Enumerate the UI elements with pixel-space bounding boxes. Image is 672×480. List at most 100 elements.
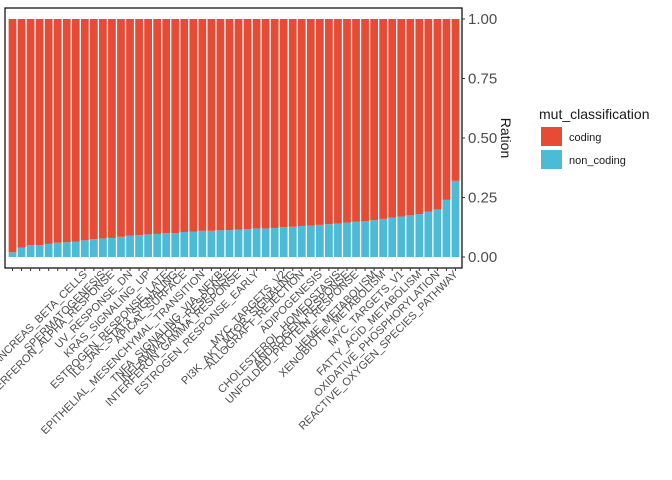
bar-non-coding [424,211,433,257]
bar-non-coding [207,230,216,257]
bar-non-coding [325,224,333,257]
bar-non-coding [379,218,388,257]
bar-coding [99,19,107,239]
bar-coding [406,19,415,216]
y-axis-title: Ration [498,118,514,158]
y-tick-label: 0.75 [468,71,497,88]
bar-non-coding [306,225,315,257]
bar-coding [8,19,17,253]
bar-non-coding [370,220,378,257]
bar-non-coding [153,233,162,257]
bar-coding [207,19,216,231]
bar-coding [180,19,189,233]
bar-non-coding [198,230,207,257]
bar-coding [162,19,171,234]
bar-non-coding [388,217,397,257]
bar-coding [198,19,207,231]
bar-non-coding [117,236,125,257]
bar-non-coding [261,228,270,257]
bar-coding [361,19,369,222]
bar-coding [144,19,152,235]
bar-coding [126,19,134,236]
y-tick-label: 1.00 [468,11,497,28]
bar-non-coding [26,245,35,257]
bar-coding [171,19,180,234]
bar-coding [397,19,406,217]
bar-non-coding [397,216,406,257]
legend-swatch [541,150,562,169]
bar-non-coding [126,235,134,257]
y-tick-label: 0.50 [468,130,497,147]
bar-non-coding [451,180,460,257]
bar-non-coding [279,227,288,257]
bar-non-coding [252,228,261,257]
bar-coding [216,19,225,231]
legend-title: mut_classification [539,106,650,122]
bar-non-coding [80,240,89,257]
bar-non-coding [53,242,62,257]
bar-coding [442,19,451,200]
bar-coding [62,19,71,243]
bar-coding [26,19,35,246]
bar-coding [189,19,198,232]
bar-coding [234,19,243,230]
bar-coding [80,19,89,241]
bar-coding [44,19,53,244]
bar-coding [261,19,270,229]
bar-coding [135,19,143,236]
y-tick-label: 0.25 [468,190,497,207]
bar-non-coding [270,227,279,257]
bar-coding [279,19,288,228]
bar-coding [343,19,351,223]
x-axis-ticks: PANCREAS_BETA_CELLSSPERMATOGENESISINTERF… [0,268,461,437]
bar-coding [379,19,388,219]
bar-coding [117,19,125,237]
bar-coding [153,19,162,234]
bar-coding [306,19,315,226]
bar-non-coding [17,247,26,257]
bar-non-coding [361,221,369,257]
bar-non-coding [8,252,17,257]
bar-non-coding [297,226,306,257]
bar-non-coding [352,221,360,257]
bar-coding [297,19,306,227]
bar-non-coding [406,215,415,257]
bar-coding [424,19,433,212]
bar-non-coding [108,237,116,257]
legend-label: coding [569,132,601,144]
bar-coding [252,19,261,229]
bar-non-coding [180,232,189,257]
bar-non-coding [315,224,324,257]
bar-non-coding [162,233,171,257]
legend-swatch [541,127,562,146]
bar-coding [334,19,342,224]
bar-coding [325,19,333,225]
bar-non-coding [243,229,252,257]
bar-coding [270,19,279,228]
y-axis-right: 0.00 0.25 0.50 0.75 1.00 [462,11,497,266]
bars-group [8,19,460,257]
bar-non-coding [99,238,107,257]
bar-non-coding [288,226,297,257]
bar-coding [71,19,80,242]
bar-non-coding [62,242,71,257]
bar-non-coding [216,230,225,257]
bar-coding [17,19,26,248]
bar-coding [243,19,252,230]
bar-non-coding [135,235,143,257]
bar-non-coding [415,214,424,257]
bar-non-coding [225,230,234,257]
bar-coding [433,19,442,210]
bar-non-coding [234,229,243,257]
y-tick-label: 0.00 [468,249,497,266]
bar-coding [451,19,460,181]
bar-non-coding [89,239,98,257]
bar-coding [35,19,44,246]
bar-coding [108,19,116,238]
bar-coding [53,19,62,243]
bar-non-coding [433,209,442,257]
bar-non-coding [442,199,451,257]
bar-non-coding [343,222,351,257]
bar-non-coding [171,233,180,257]
